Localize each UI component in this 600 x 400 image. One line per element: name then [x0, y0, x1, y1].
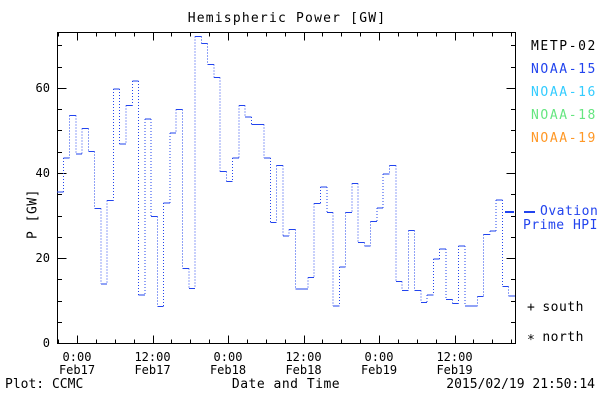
ovation-label-line1: Ovation [540, 204, 599, 219]
plot-timestamp: 2015/02/19 21:50:14 [446, 377, 595, 392]
x-tick-label-feb18-000: 0:00 Feb18 [209, 350, 247, 377]
x-tick-label-feb17-000: 0:00 Feb17 [58, 350, 96, 377]
x-axis-label: Date and Time [231, 377, 341, 392]
legend-item-noaa-19: NOAA-19 [531, 131, 597, 146]
y-tick-label-0: 0 [42, 336, 50, 351]
dashed-line-sample-icon [505, 211, 514, 213]
satellite-legend: METP-02 NOAA-15 NOAA-16 NOAA-18 NOAA-19 [518, 40, 596, 155]
legend-item-noaa-16: NOAA-16 [531, 85, 597, 100]
south-marker-label: south [542, 300, 584, 315]
legend-item-metp-02: METP-02 [531, 39, 597, 54]
page-title: Hemispheric Power [GW] [187, 11, 387, 26]
south-marker-key: + south [527, 300, 584, 315]
north-marker-label: north [542, 330, 584, 345]
y-axis-label: P [GW] [25, 189, 41, 239]
ovation-prime-hpi-legend: Ovation Prime HPI [505, 205, 598, 233]
y-tick-label-40: 40 [35, 165, 50, 180]
x-tick-label-feb18-1200: 12:00 Feb18 [285, 350, 322, 377]
x-tick-label-feb19-1200: 12:00 Feb19 [436, 350, 473, 377]
plot-credit: Plot: CCMC [5, 377, 84, 392]
y-tick-label-20: 20 [35, 251, 50, 266]
asterisk-marker-icon: * [527, 333, 536, 348]
legend-item-noaa-18: NOAA-18 [531, 108, 597, 123]
x-tick-label-feb19-000: 0:00 Feb19 [360, 350, 398, 377]
north-marker-key: * north [527, 330, 584, 348]
plus-marker-icon: + [527, 300, 536, 315]
dashed-line-sample-icon [524, 211, 535, 213]
legend-item-noaa-15: NOAA-15 [531, 62, 597, 77]
x-tick-label-feb17-1200: 12:00 Feb17 [134, 350, 171, 377]
y-tick-label-60: 60 [35, 80, 50, 95]
ovation-label-line2: Prime HPI [523, 218, 598, 233]
